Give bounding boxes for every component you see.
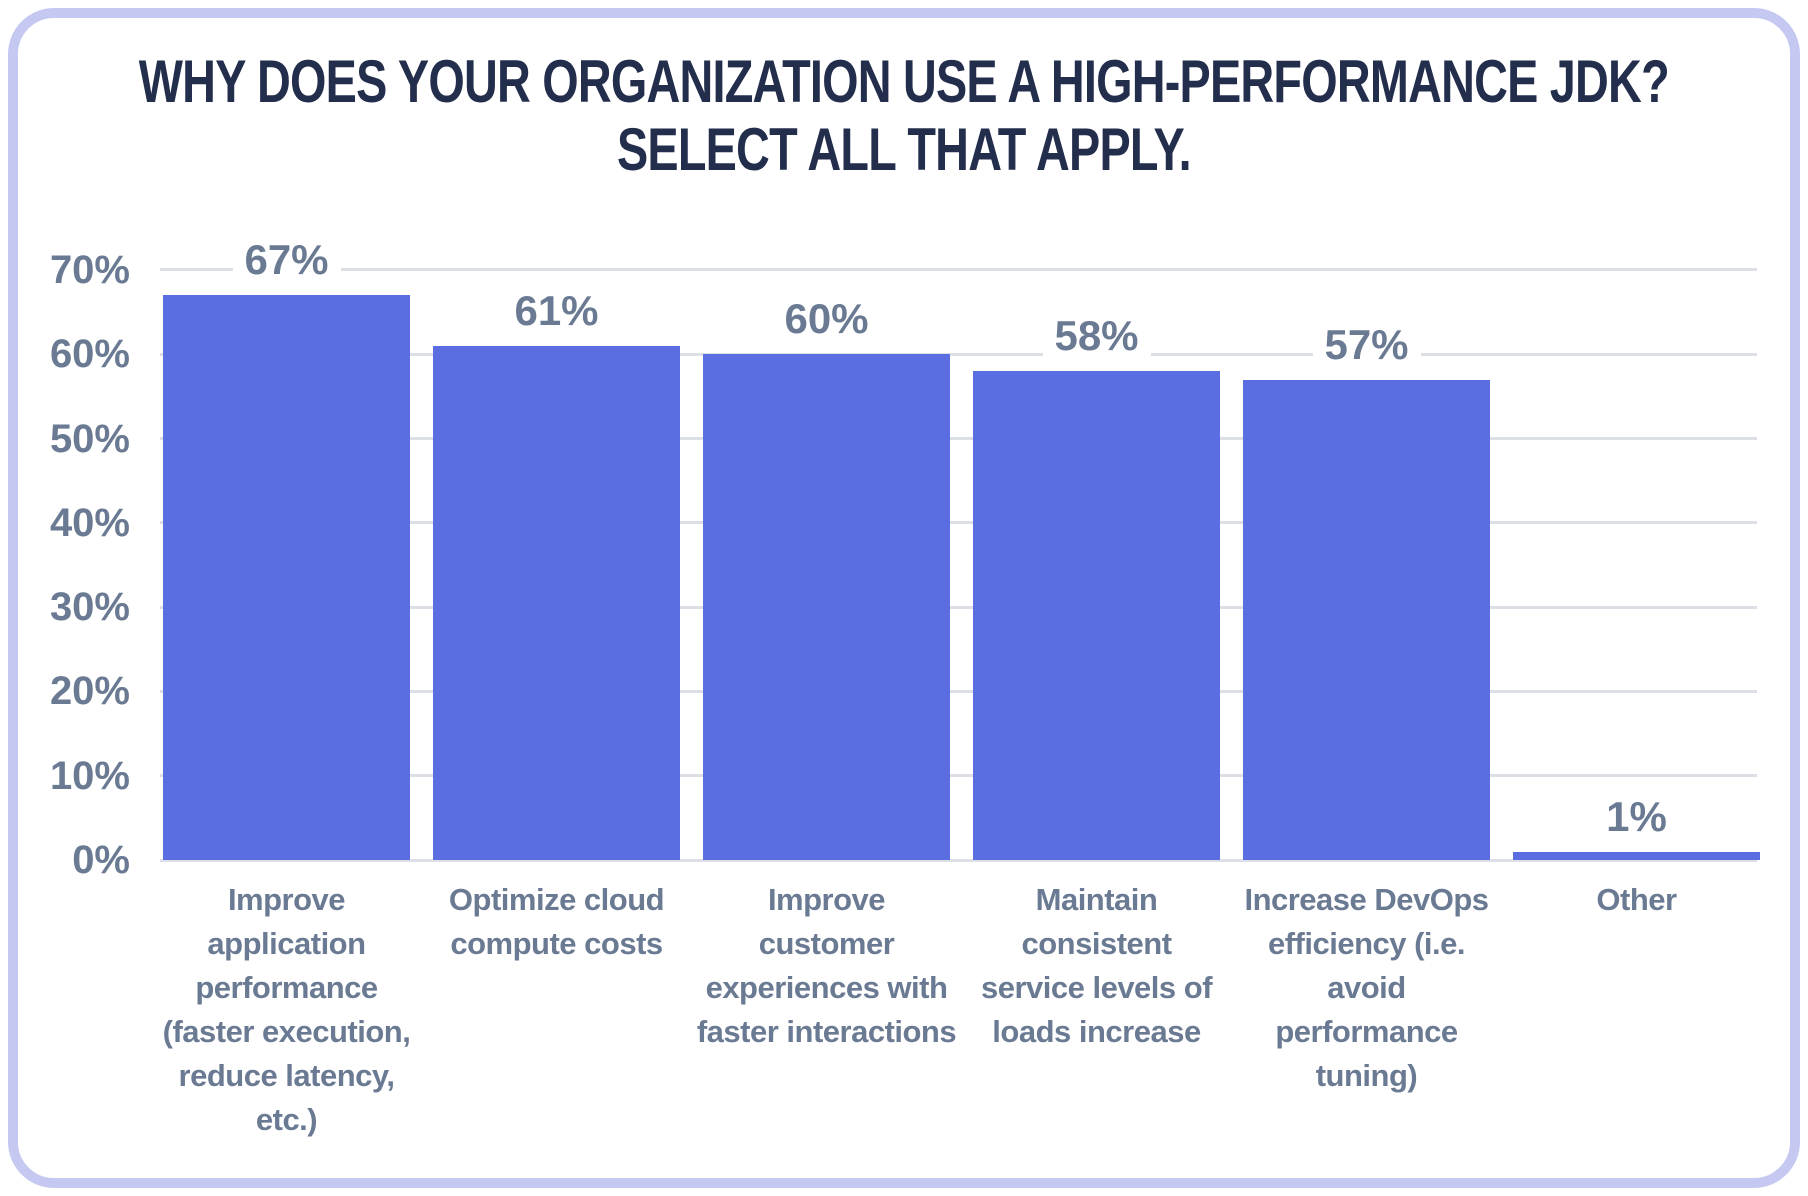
x-axis-category-line: Improve bbox=[767, 882, 886, 917]
x-axis-category-line: consistent bbox=[1021, 926, 1172, 961]
x-axis-category-label: Improve customer experiences with faster in… bbox=[677, 878, 977, 1054]
y-axis-label: 60% bbox=[49, 332, 130, 377]
x-axis-category-label: Increase DevOps efficiency (i.e. avoid perf… bbox=[1217, 878, 1517, 1098]
x-axis-category-line: experiences with bbox=[705, 970, 948, 1005]
y-axis-label: 70% bbox=[49, 247, 130, 292]
x-axis-category-line: avoid bbox=[1327, 970, 1406, 1005]
y-axis-label: 20% bbox=[49, 669, 130, 714]
y-axis-label: 30% bbox=[49, 585, 130, 630]
x-axis-category-line: (faster execution, bbox=[162, 1014, 411, 1049]
x-axis-category-line: etc.) bbox=[255, 1102, 318, 1137]
gridline-60% bbox=[160, 352, 1757, 356]
chart-title: WHY DOES YOUR ORGANIZATION USE A HIGH-PE… bbox=[0, 48, 1808, 184]
gridline-20% bbox=[160, 689, 1757, 693]
x-axis-category-line: Increase DevOps bbox=[1244, 882, 1489, 917]
bar-value-label: 58% bbox=[1042, 313, 1151, 360]
gridline-40% bbox=[160, 521, 1757, 525]
x-axis-category-line: Other bbox=[1596, 882, 1677, 917]
chart-title-line1: WHY DOES YOUR ORGANIZATION USE A HIGH-PE… bbox=[138, 48, 1670, 115]
chart-title-line2: SELECT ALL THAT APPLY. bbox=[617, 116, 1192, 183]
x-axis-category-line: efficiency (i.e. bbox=[1267, 926, 1466, 961]
y-axis-label: 10% bbox=[49, 753, 130, 798]
x-axis-category-line: Optimize cloud bbox=[448, 882, 665, 917]
bar bbox=[703, 354, 950, 860]
x-axis-category-line: customer bbox=[758, 926, 895, 961]
y-axis-label: 50% bbox=[49, 416, 130, 461]
bar-value-label: 57% bbox=[1312, 321, 1421, 368]
x-axis-category-line: Improve bbox=[227, 882, 346, 917]
x-axis-category-label: Improve application performance (faster exe… bbox=[137, 878, 437, 1142]
bar-value-label: 67% bbox=[232, 237, 341, 284]
x-axis-category-line: tuning) bbox=[1315, 1058, 1418, 1093]
x-axis-category-line: compute costs bbox=[450, 926, 663, 961]
x-axis-category-line: service levels of bbox=[980, 970, 1213, 1005]
bar bbox=[163, 295, 410, 860]
gridline-70% bbox=[160, 268, 1757, 272]
x-axis-category-line: performance bbox=[1275, 1014, 1458, 1049]
gridline-50% bbox=[160, 437, 1757, 441]
x-axis-category-line: application bbox=[207, 926, 366, 961]
gridline-0% bbox=[160, 858, 1757, 862]
bar bbox=[433, 345, 680, 860]
y-axis-label: 40% bbox=[49, 500, 130, 545]
x-axis-category-line: performance bbox=[195, 970, 378, 1005]
x-axis-category-label: Optimize cloud compute costs bbox=[407, 878, 707, 966]
x-axis-category-line: faster interactions bbox=[696, 1014, 957, 1049]
bar-value-label: 60% bbox=[772, 296, 881, 343]
x-axis-category-label: Other bbox=[1487, 878, 1787, 922]
x-axis-category-line: loads increase bbox=[992, 1014, 1201, 1049]
gridline-10% bbox=[160, 774, 1757, 778]
x-axis-category-line: reduce latency, bbox=[178, 1058, 395, 1093]
bar-value-label: 1% bbox=[1594, 793, 1679, 840]
y-axis-label: 0% bbox=[72, 838, 130, 882]
x-axis-category-line: Maintain bbox=[1035, 882, 1158, 917]
bar bbox=[1243, 379, 1490, 860]
bar-value-label: 61% bbox=[502, 287, 611, 334]
x-axis-category-label: Maintain consistent service levels of loads… bbox=[947, 878, 1247, 1054]
bar bbox=[1513, 851, 1760, 860]
gridline-30% bbox=[160, 605, 1757, 609]
bar bbox=[973, 371, 1220, 860]
